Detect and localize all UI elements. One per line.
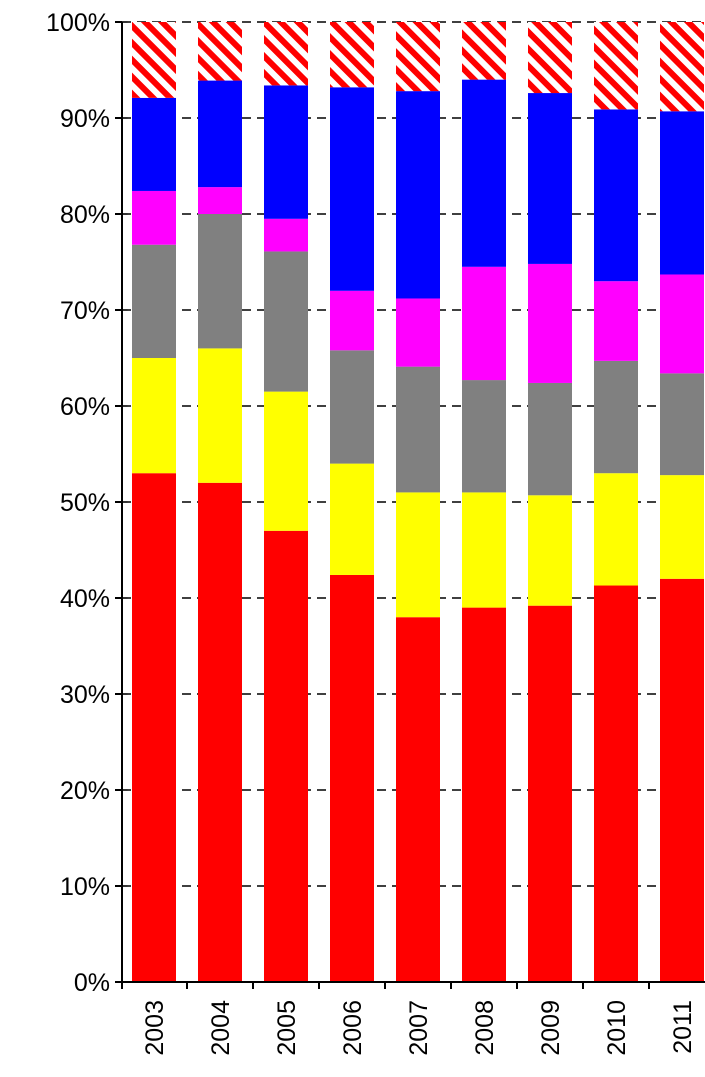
bar-segment (462, 607, 506, 982)
bar-segment (660, 22, 704, 112)
y-tick-label: 80% (60, 201, 110, 229)
bar-segment (462, 266, 506, 381)
bar-segment (594, 281, 638, 361)
x-tick-label: 2005 (273, 1000, 301, 1056)
bar-segment (594, 585, 638, 982)
bar-segment (330, 87, 374, 291)
bar-segment (396, 617, 440, 982)
y-tick-label: 90% (60, 105, 110, 133)
bar-segment (594, 360, 638, 474)
bar-segment (264, 85, 308, 219)
bar-segment (198, 22, 242, 81)
bar-segment (396, 91, 440, 299)
bar-segment (660, 274, 704, 374)
y-tick-label: 20% (60, 777, 110, 805)
y-tick-label: 40% (60, 585, 110, 613)
bar-segment (330, 22, 374, 88)
bar-segment (198, 187, 242, 214)
bar-segment (264, 530, 308, 982)
bar-segment (198, 482, 242, 982)
bar-segment (132, 244, 176, 358)
y-tick-label: 0% (74, 969, 110, 997)
bar-segment (132, 358, 176, 474)
bar-segment (132, 97, 176, 191)
bar-segment (330, 574, 374, 982)
bar-segment (528, 93, 572, 264)
bar-segment (264, 22, 308, 86)
bar-segment (528, 382, 572, 496)
x-tick-label: 2007 (405, 1000, 433, 1056)
labels: 0% 10% 20% 30% 40% 50% 60% 70% 80% 90% 100% 2003 200… (46, 9, 697, 1056)
bar-segment (330, 463, 374, 575)
bar-segment (528, 22, 572, 94)
bar-segment (660, 111, 704, 275)
bar-segment (198, 80, 242, 188)
bar-segment (462, 79, 506, 267)
bar-segment (462, 22, 506, 80)
bar-segment (660, 475, 704, 579)
bar-segment (594, 22, 638, 110)
y-tick-label: 10% (60, 873, 110, 901)
bar-segment (198, 348, 242, 483)
bar-segment (528, 605, 572, 982)
bar-segment (264, 391, 308, 531)
y-tick-label: 30% (60, 681, 110, 709)
bar-segment (396, 22, 440, 92)
x-tick-label: 2003 (141, 1000, 169, 1056)
bar-segment (528, 495, 572, 606)
y-tick-label: 50% (60, 489, 110, 517)
bar-segment (594, 109, 638, 282)
x-tick-label: 2011 (669, 1000, 697, 1054)
bar-segment (132, 473, 176, 982)
x-tick-label: 2008 (471, 1000, 499, 1056)
bar-segment (660, 578, 704, 982)
bar-segment (462, 380, 506, 493)
bar-segment (330, 350, 374, 464)
bar-segment (132, 22, 176, 98)
bar-segment (528, 263, 572, 383)
x-tick-label: 2010 (603, 1000, 631, 1056)
y-tick-label: 60% (60, 393, 110, 421)
bar-segment (132, 190, 176, 245)
axes (115, 21, 705, 989)
x-tick-label: 2006 (339, 1000, 367, 1056)
bar-segment (660, 373, 704, 476)
y-tick-label: 70% (60, 297, 110, 325)
x-tick-label: 2004 (207, 1000, 235, 1056)
bar-segment (396, 366, 440, 493)
x-tick-label: 2009 (537, 1000, 565, 1056)
bar-segment (264, 251, 308, 392)
bar-segment (462, 492, 506, 608)
bar-segment (330, 290, 374, 351)
bar-segment (396, 298, 440, 367)
bar-segment (594, 473, 638, 586)
bar-segment (198, 214, 242, 349)
bar-segment (396, 492, 440, 618)
y-tick-label: 100% (46, 9, 110, 37)
bars (132, 22, 704, 982)
bar-segment (264, 218, 308, 252)
